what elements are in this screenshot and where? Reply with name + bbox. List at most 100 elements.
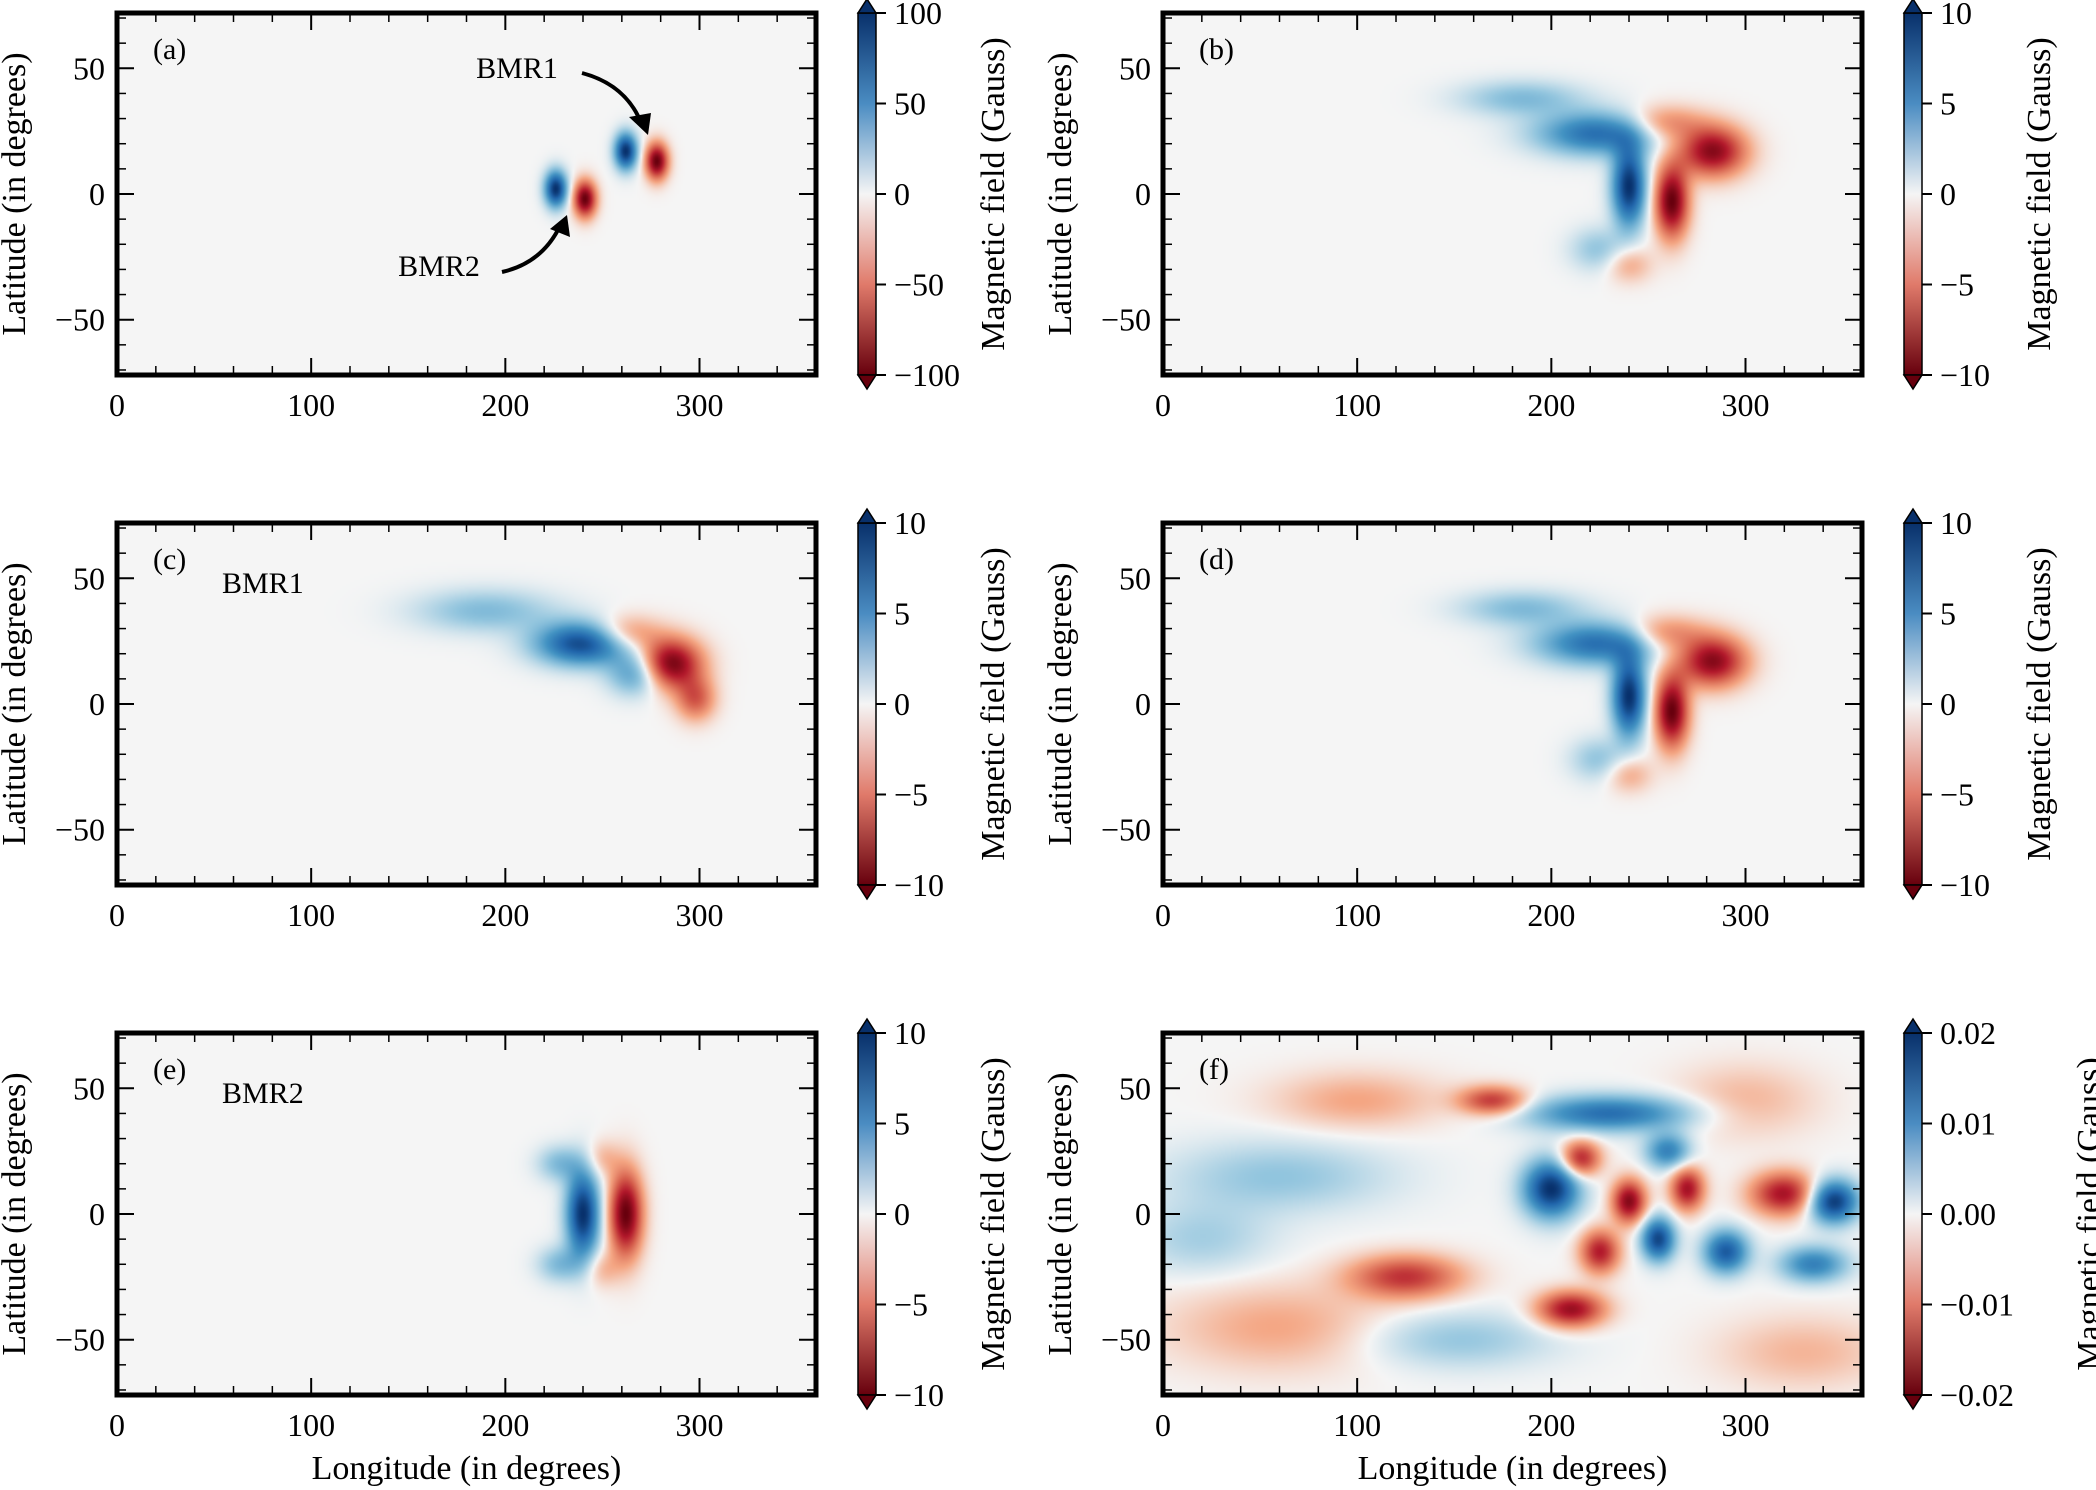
x-tick-label: 200 [1527,897,1575,933]
plot-frame [1160,520,1865,888]
x-tick-label: 200 [481,897,529,933]
colorbar-title: Magnetic field (Gauss) [975,547,1012,860]
colorbar-extend-min [1902,374,1924,391]
colorbar-tick-label: 0 [894,176,910,212]
colorbar: 10 5 0 −5 −10 Magnetic field (Gauss) [856,505,1012,903]
arrow-bmr2-head [550,215,570,237]
colorbar-extend-max [856,1017,878,1034]
x-tick-label: 100 [287,1407,335,1443]
colorbar: 0.02 0.01 0.00 −0.01 −0.02 Magnetic field (Ga… [1902,1015,2096,1413]
plot-frame [114,520,819,888]
x-tick-label: 100 [1333,387,1381,423]
x-tick-label: 0 [109,1407,125,1443]
colorbar-title: Magnetic field (Gauss) [2021,37,2058,350]
colorbar-tick-label: 5 [894,1106,910,1142]
colorbar-tick-label: 0.00 [1940,1196,1996,1232]
y-tick-label: 0 [1135,176,1151,212]
colorbar-gradient [1903,1032,1923,1396]
y-axis-title: Latitude (in degrees) [1042,52,1079,335]
x-tick-label: 0 [109,387,125,423]
colorbar-tick-label: 0.02 [1940,1015,1996,1051]
colorbar: 10 5 0 −5 −10 Magnetic field (Gauss) [1902,0,2058,393]
heatmap-image [117,523,816,885]
colorbar-extend-max [1902,1017,1924,1034]
colorbar-tick-label: 0 [894,686,910,722]
annotation-bmr: BMR1 [222,567,304,600]
x-tick-label: 200 [1527,387,1575,423]
heatmap-image [117,1033,816,1395]
y-tick-label: −50 [1101,812,1151,848]
colorbar-title: Magnetic field (Gauss) [975,1057,1012,1370]
x-tick-label: 300 [1722,1407,1770,1443]
colorbar: 10 5 0 −5 −10 Magnetic field (Gauss) [1902,505,2058,903]
colorbar-extend-min [1902,1394,1924,1411]
colorbar: 100 50 0 −50 −100 Magnetic field (Gauss) [856,0,1012,393]
y-tick-label: 0 [1135,1196,1151,1232]
colorbar-tick-label: 50 [894,86,926,122]
colorbar-tick-label: 10 [894,1015,926,1051]
y-tick-label: 50 [1119,1070,1151,1106]
y-tick-label: 50 [73,560,105,596]
heatmap-image [1163,523,1862,885]
x-axis-title: Longitude (in degrees) [312,1450,622,1487]
plot-frame [1160,1030,1865,1398]
heatmap-image [117,13,816,375]
colorbar-extend-min [856,884,878,901]
x-tick-label: 300 [1722,897,1770,933]
x-tick-label: 100 [1333,1407,1381,1443]
y-axis-title: Latitude (in degrees) [0,562,33,845]
colorbar-tick-label: 100 [894,0,942,31]
panel-label: (b) [1199,33,1234,66]
colorbar-tick-label: −0.02 [1940,1377,2014,1413]
y-tick-label: −50 [1101,1322,1151,1358]
panel-a: 0 100 200 300 50 0 −50 (a) Latitude (in degrees)… [0,0,1012,423]
colorbar-gradient [857,12,877,376]
x-tick-label: 300 [676,387,724,423]
x-tick-label: 0 [1155,387,1171,423]
colorbar-tick-label: −0.01 [1940,1287,2014,1323]
colorbar-gradient [857,522,877,886]
annotation-bmr: BMR2 [222,1077,304,1110]
colorbar-tick-label: 0 [1940,176,1956,212]
colorbar-extend-max [856,0,878,14]
x-tick-label: 100 [287,897,335,933]
colorbar-tick-label: −5 [894,1287,928,1323]
y-tick-label: 0 [89,686,105,722]
colorbar-tick-label: −100 [894,357,960,393]
colorbar-tick-label: 10 [894,505,926,541]
y-axis-title: Latitude (in degrees) [0,1072,33,1355]
y-axis-title: Latitude (in degrees) [1042,562,1079,845]
y-tick-label: 0 [89,1196,105,1232]
panel-label: (c) [153,543,186,576]
plot-frame [1160,10,1865,378]
panel-label: (e) [153,1053,186,1086]
y-axis-title: Latitude (in degrees) [0,52,33,335]
colorbar-extend-min [1902,884,1924,901]
x-tick-label: 300 [1722,387,1770,423]
colorbar-extend-max [1902,0,1924,14]
colorbar-tick-label: −10 [1940,867,1990,903]
colorbar-tick-label: −5 [1940,777,1974,813]
y-tick-label: 50 [73,50,105,86]
colorbar-gradient [1903,522,1923,886]
arrow-bmr1-head [629,113,651,135]
x-tick-label: 200 [481,1407,529,1443]
arrow-bmr2 [501,225,562,274]
heatmap-image [1163,13,1862,375]
colorbar-tick-label: 5 [1940,86,1956,122]
colorbar-tick-label: −10 [1940,357,1990,393]
x-tick-label: 100 [287,387,335,423]
plot-frame [114,1030,819,1398]
y-tick-label: −50 [1101,302,1151,338]
plot-frame [114,10,819,378]
panel-label: (f) [1199,1053,1229,1086]
annotation-bmr2: BMR2 [398,250,480,283]
x-tick-label: 300 [676,897,724,933]
colorbar-extend-max [856,507,878,524]
colorbar-tick-label: −5 [1940,267,1974,303]
panel-label: (a) [153,33,186,66]
